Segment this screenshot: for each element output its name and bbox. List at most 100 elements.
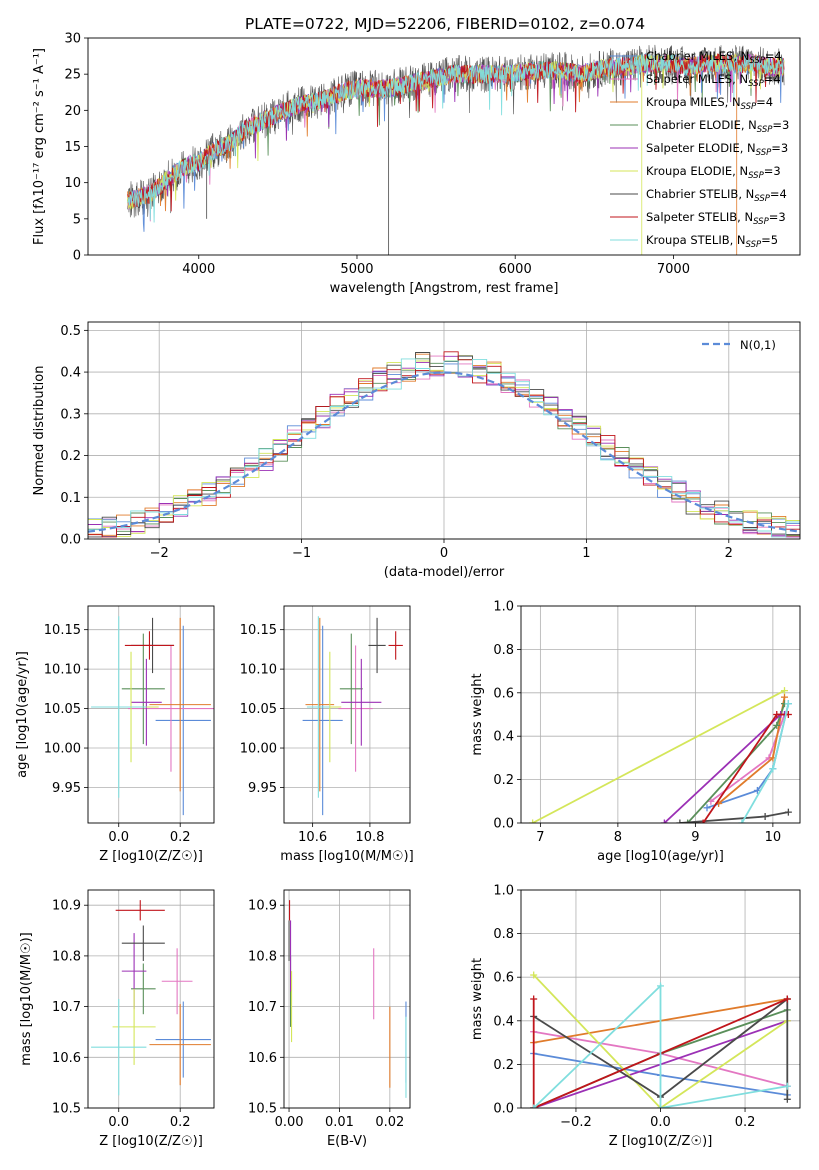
x-tick-label: 7 bbox=[536, 830, 544, 845]
legend-model-name: Chabrier STELIB, N bbox=[646, 187, 754, 201]
y-tick-label: 10.5 bbox=[52, 1102, 81, 1117]
x-tick-label: 0.02 bbox=[375, 1115, 404, 1130]
legend-model-name: Salpeter ELODIE, N bbox=[646, 141, 756, 155]
y-tick-label: 25 bbox=[64, 68, 81, 83]
x-tick-label: 10.6 bbox=[298, 830, 327, 845]
axes-frame bbox=[87, 605, 215, 824]
x-tick-label: 6000 bbox=[499, 262, 532, 277]
x-tick-label: 0.0 bbox=[108, 1115, 129, 1130]
legend-subscript: SSP bbox=[749, 56, 765, 66]
x-tick-label: 9 bbox=[691, 830, 699, 845]
plot-layer bbox=[288, 900, 407, 1098]
legend-count: =4 bbox=[770, 187, 787, 201]
x-tick-label: −0.2 bbox=[560, 1115, 592, 1130]
y-tick-label: 10.15 bbox=[240, 623, 277, 638]
legend-count: =4 bbox=[765, 49, 782, 63]
x-tick-label: 0.00 bbox=[275, 1115, 304, 1130]
legend-model-name: Kroupa MILES, N bbox=[646, 95, 741, 109]
spectrum-panel: 4000 5000 6000 7000 0 5 10 15 20 25 30 wavelength [… bbox=[32, 32, 801, 296]
y-tick-label: 10.15 bbox=[44, 623, 81, 638]
normal-reference-curve bbox=[88, 371, 800, 533]
y-tick-label: 10.6 bbox=[52, 1051, 81, 1066]
x-axis-label: Z [log10(Z/Z☉)] bbox=[609, 1134, 713, 1149]
y-tick-label: 0.2 bbox=[60, 449, 81, 464]
x-tick-label: 4000 bbox=[182, 262, 215, 277]
residuals-panel: −2 −1 0 1 2 0.0 0.1 0.2 0.3 0.4 0.5 (data-model)/er… bbox=[32, 321, 801, 580]
x-tick-label: 0 bbox=[440, 546, 448, 561]
y-tick-label: 0.3 bbox=[60, 407, 81, 422]
age-vs-mass-panel: 10.6 10.8 9.95 10.00 10.05 10.10 10.15 mass [lo… bbox=[240, 605, 414, 864]
y-tick-label: 1.0 bbox=[493, 600, 514, 615]
legend-entry: Salpeter STELIB, NSSP=3 bbox=[646, 210, 786, 227]
legend-entry: Salpeter MILES, NSSP=4 bbox=[646, 72, 781, 89]
legend-subscript: SSP bbox=[748, 171, 764, 181]
legend-subscript: SSP bbox=[756, 148, 772, 158]
legend-subscript: SSP bbox=[757, 125, 773, 135]
y-axis-label: mass [log10(M/M☉)] bbox=[19, 932, 34, 1065]
x-tick-label: 0.0 bbox=[650, 1115, 671, 1130]
legend-count: =3 bbox=[772, 118, 789, 132]
legend-count: =3 bbox=[764, 164, 781, 178]
x-axis-label: wavelength [Angstrom, rest frame] bbox=[330, 281, 559, 296]
legend-entry: Kroupa STELIB, NSSP=5 bbox=[646, 233, 778, 250]
x-tick-label: −2 bbox=[150, 546, 169, 561]
y-axis-label: mass weight bbox=[470, 958, 485, 1040]
mass-vs-extinction-panel: 0.00 0.01 0.02 10.5 10.6 10.7 10.8 10.9 E(B-V) bbox=[248, 889, 411, 1149]
legend-count: =3 bbox=[769, 210, 786, 224]
y-tick-label: 0.2 bbox=[493, 1058, 514, 1073]
y-tick-label: 10 bbox=[64, 176, 81, 191]
legend-subscript: SSP bbox=[748, 79, 764, 89]
legend-subscript: SSP bbox=[753, 217, 769, 227]
y-tick-label: 10.7 bbox=[248, 1000, 277, 1015]
y-tick-label: 0.0 bbox=[60, 533, 81, 548]
spectrum-line-8 bbox=[127, 52, 785, 223]
y-tick-label: 0.0 bbox=[493, 817, 514, 832]
y-tick-label: 0.1 bbox=[60, 491, 81, 506]
legend-model-name: Kroupa ELODIE, N bbox=[646, 164, 748, 178]
plot-layer bbox=[529, 687, 792, 823]
y-tick-label: 1.0 bbox=[493, 884, 514, 899]
y-tick-label: 10.05 bbox=[44, 702, 81, 717]
legend-entry: Chabrier MILES, NSSP=4 bbox=[646, 49, 782, 66]
x-tick-label: 8 bbox=[614, 830, 622, 845]
legend-model-name: Kroupa STELIB, N bbox=[646, 233, 746, 247]
x-axis-label: (data-model)/error bbox=[384, 565, 505, 580]
plot-layer bbox=[302, 616, 403, 816]
legend-count: =4 bbox=[756, 95, 773, 109]
y-axis-label: Flux [fλ10⁻¹⁷ erg cm⁻² s⁻¹ A⁻¹] bbox=[32, 48, 47, 245]
y-tick-label: 9.95 bbox=[248, 781, 277, 796]
x-tick-label: 5000 bbox=[340, 262, 373, 277]
age-vs-metallicity-panel: 0.0 0.2 9.95 10.00 10.05 10.10 10.15 Z [log10(Z… bbox=[15, 605, 215, 864]
figure-title: PLATE=0722, MJD=52206, FIBERID=0102, z=0… bbox=[245, 15, 645, 33]
x-tick-label: −1 bbox=[292, 546, 311, 561]
weight-line bbox=[533, 983, 788, 1108]
weight-line bbox=[532, 998, 788, 1108]
y-tick-label: 10.5 bbox=[248, 1102, 277, 1117]
y-tick-label: 20 bbox=[64, 104, 81, 119]
y-tick-label: 10.10 bbox=[240, 663, 277, 678]
x-tick-label: 10 bbox=[765, 830, 782, 845]
y-tick-label: 10.8 bbox=[52, 949, 81, 964]
x-axis-label: Z [log10(Z/Z☉)] bbox=[99, 849, 203, 864]
y-tick-label: 9.95 bbox=[52, 781, 81, 796]
y-tick-label: 0.4 bbox=[493, 730, 514, 745]
axes-frame bbox=[87, 889, 215, 1109]
weight-vs-metallicity-panel: −0.2 0.0 0.2 0.0 0.2 0.4 0.6 0.8 1.0 Z [log10(Z/Z… bbox=[470, 884, 801, 1149]
x-tick-label: 10.8 bbox=[355, 830, 384, 845]
y-tick-label: 10.05 bbox=[240, 702, 277, 717]
y-tick-label: 0.5 bbox=[60, 324, 81, 339]
y-tick-label: 10.7 bbox=[52, 1000, 81, 1015]
legend-entry: Chabrier STELIB, NSSP=4 bbox=[646, 187, 787, 204]
legend-count: =4 bbox=[764, 72, 781, 86]
y-tick-label: 0.4 bbox=[60, 366, 81, 381]
legend-entry: Kroupa ELODIE, NSSP=3 bbox=[646, 164, 781, 181]
x-axis-label: E(B-V) bbox=[327, 1134, 367, 1149]
axes-frame bbox=[283, 605, 411, 824]
legend-model-name: Salpeter MILES, N bbox=[646, 72, 748, 86]
x-tick-label: 1 bbox=[582, 546, 590, 561]
x-tick-label: 0.2 bbox=[735, 1115, 756, 1130]
legend-subscript: SSP bbox=[754, 194, 770, 204]
y-tick-label: 0.6 bbox=[493, 971, 514, 986]
y-tick-label: 0.8 bbox=[493, 643, 514, 658]
mass-vs-metallicity-panel: 0.0 0.2 10.5 10.6 10.7 10.8 10.9 Z [log10(Z/Z☉)… bbox=[19, 889, 215, 1149]
